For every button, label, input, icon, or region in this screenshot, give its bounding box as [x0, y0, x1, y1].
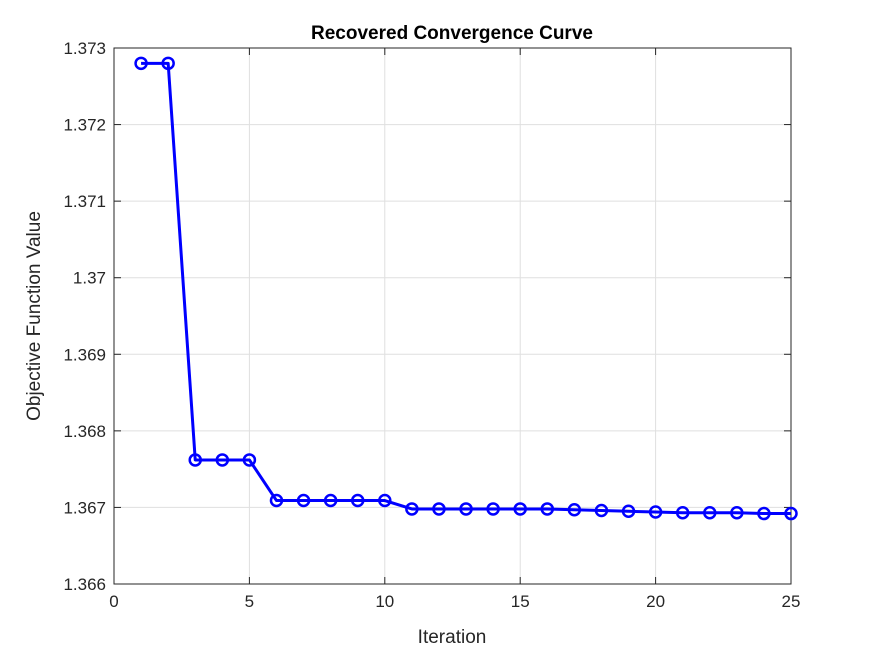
x-tick-label: 5: [245, 592, 254, 611]
data-point-marker: [703, 506, 717, 520]
x-tick-label: 25: [782, 592, 801, 611]
x-tick-label: 0: [109, 592, 118, 611]
data-point-marker: [594, 503, 609, 518]
y-tick-label: 1.366: [63, 575, 106, 594]
data-point-marker: [378, 493, 392, 508]
y-tick-label: 1.372: [63, 116, 106, 135]
data-point-marker: [675, 506, 690, 520]
data-point-marker: [215, 453, 230, 467]
ticks: 0 5 10 15 20 25 1.366 1.367 1.368 1.369 1.37 1.371 1…: [63, 39, 800, 611]
x-tick-label: 15: [511, 592, 530, 611]
y-tick-label: 1.368: [63, 422, 106, 441]
data-point-marker: [323, 493, 338, 508]
data-point-marker: [567, 502, 582, 517]
data-point-marker: [134, 56, 148, 71]
data-point-marker: [296, 493, 311, 508]
plot-area-frame: [113, 47, 792, 585]
data-point-marker: [486, 502, 500, 516]
data-point-marker: [188, 453, 202, 467]
y-tick-label: 1.373: [63, 39, 106, 58]
grid: [113, 47, 792, 585]
series-line: [141, 61, 791, 516]
data-point-marker: [459, 502, 473, 516]
y-tick-label: 1.369: [63, 345, 106, 364]
chart-title: Recovered Convergence Curve: [311, 23, 593, 44]
data-point-marker: [784, 506, 798, 521]
y-tick-label: 1.37: [73, 269, 106, 288]
data-point-marker: [161, 56, 175, 71]
x-tick-label: 20: [646, 592, 665, 611]
y-tick-label: 1.371: [63, 192, 106, 211]
data-point-marker: [350, 493, 365, 508]
x-tick-label: 10: [375, 592, 394, 611]
data-point-marker: [730, 506, 744, 520]
data-point-marker: [540, 502, 555, 516]
y-axis-label: Objective Function Value: [24, 211, 45, 421]
data-point-marker: [432, 502, 446, 516]
data-point-marker: [621, 504, 636, 519]
data-point-marker: [757, 506, 771, 521]
x-axis-label: Iteration: [418, 627, 487, 648]
series: [134, 56, 798, 521]
data-point-marker: [513, 502, 527, 516]
data-point-marker: [269, 493, 284, 508]
data-point-marker: [405, 502, 419, 516]
data-point-marker: [242, 453, 257, 467]
y-tick-label: 1.367: [63, 498, 106, 517]
data-point-marker: [648, 505, 663, 519]
